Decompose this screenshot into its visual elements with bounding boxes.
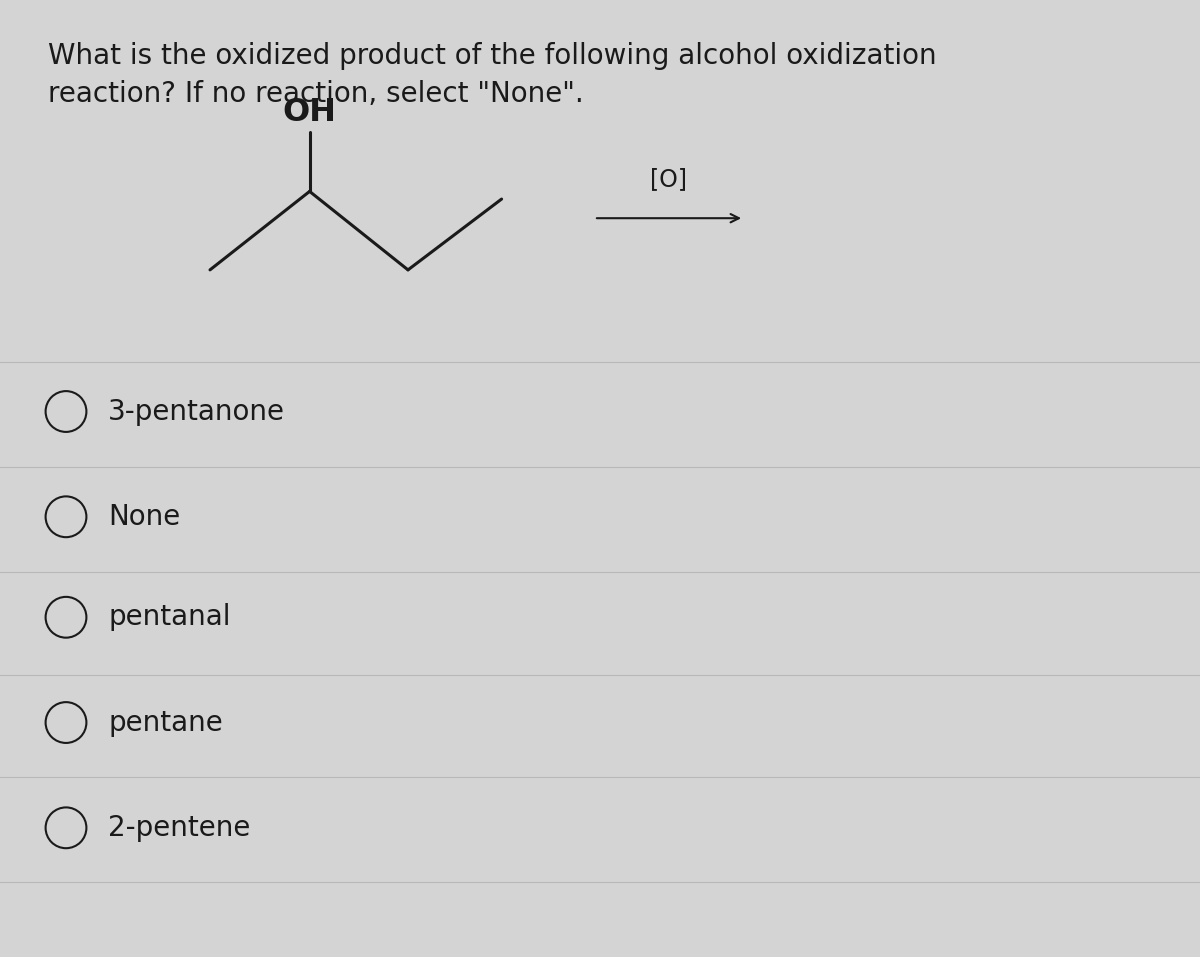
Text: [O]: [O] xyxy=(650,167,688,191)
Text: 3-pentanone: 3-pentanone xyxy=(108,397,286,426)
Text: None: None xyxy=(108,502,180,531)
Text: reaction? If no reaction, select "None".: reaction? If no reaction, select "None". xyxy=(48,80,583,108)
Text: OH: OH xyxy=(283,98,336,128)
Text: pentanal: pentanal xyxy=(108,603,230,632)
Text: pentane: pentane xyxy=(108,708,223,737)
Text: 2-pentene: 2-pentene xyxy=(108,813,251,842)
Text: What is the oxidized product of the following alcohol oxidization: What is the oxidized product of the foll… xyxy=(48,42,937,70)
